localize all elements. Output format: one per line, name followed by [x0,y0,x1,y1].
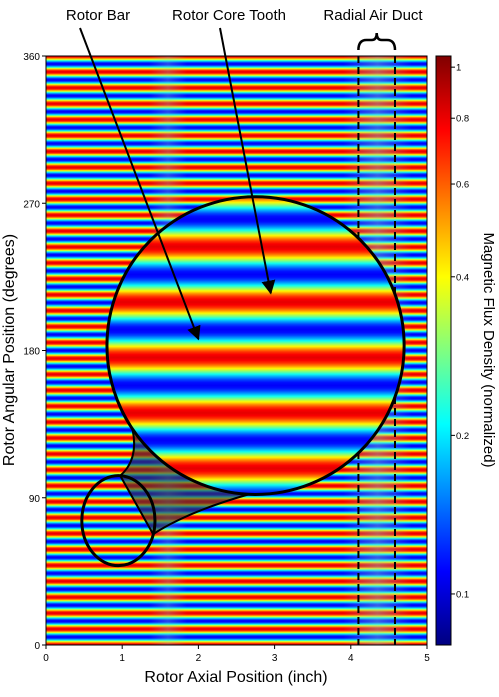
x-tick-label: 1 [119,653,125,664]
colorbar-tick-label: 0.1 [456,589,469,600]
x-tick-label: 3 [272,653,278,664]
colorbar-tick-label: 0.4 [456,272,469,283]
y-axis-label: Rotor Angular Position (degrees) [1,234,18,466]
magnifier-zoom [80,195,406,568]
air-duct-brace [357,32,397,51]
x-tick-label: 2 [196,653,202,664]
y-tick-label: 0 [34,641,40,652]
axes: 0 1 2 3 4 5 0 90 180 270 360 [23,52,430,664]
y-tick-label: 180 [23,347,40,358]
colorbar-tick-label: 0.6 [456,180,469,191]
x-axis-label: Rotor Axial Position (inch) [144,669,327,686]
y-tick-label: 360 [23,52,40,63]
colorbar-tick-label: 0.2 [456,431,469,442]
colorbar-gradient [435,55,452,646]
annotations: Rotor Bar Rotor Core Tooth Radial Air Duct [66,7,423,341]
zoom-magnified-circle [105,195,406,496]
colorbar-tick-label: 0.8 [456,114,469,125]
y-tick-label: 270 [23,199,40,210]
colorbar: 0.1 0.2 0.4 0.6 0.8 1 [435,55,469,646]
x-tick-label: 5 [424,653,430,664]
magnified-bands [106,196,405,495]
annotation-arrow [219,27,276,295]
x-tick-label: 4 [348,653,354,664]
colorbar-label: Magnetic Flux Density (normalized) [480,232,497,467]
x-tick-label: 0 [43,653,49,664]
air-duct-markers [357,56,396,645]
annotation-label: Radial Air Duct [323,7,423,24]
zoom-source-circle [80,474,157,568]
annotation-label: Rotor Bar [66,7,130,24]
annotation-label: Rotor Core Tooth [172,7,286,24]
y-tick-label: 90 [29,494,41,505]
annotation-arrow [79,27,201,341]
magnified-field [106,196,405,495]
colorbar-tick-label: 1 [456,63,461,74]
